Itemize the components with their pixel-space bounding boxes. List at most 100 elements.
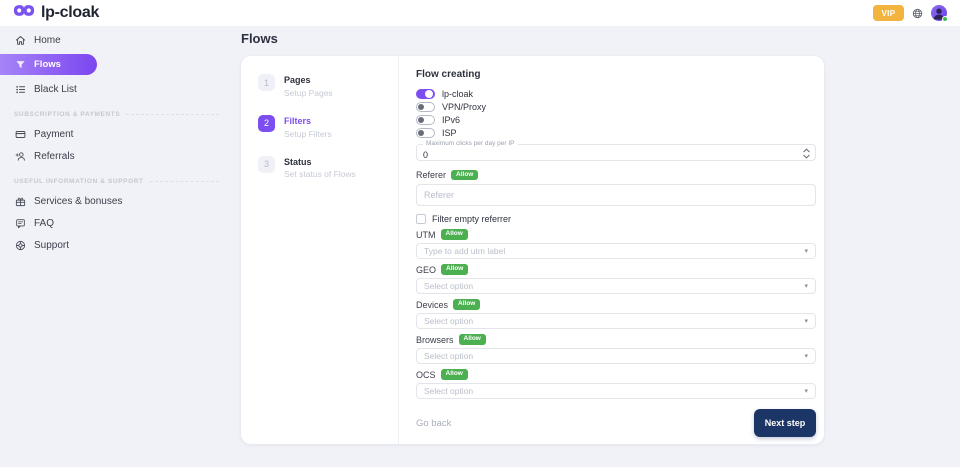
allow-badge[interactable]: Allow — [440, 229, 468, 240]
isp-toggle[interactable] — [416, 128, 435, 138]
toggle-knob — [425, 90, 433, 98]
toggle-row-lp-cloak[interactable]: lp-cloak — [416, 89, 816, 99]
toggle-knob — [418, 104, 424, 110]
form-actions: Go back Next step — [416, 409, 816, 437]
step-title: Status — [284, 156, 312, 167]
allow-badge[interactable]: Allow — [453, 299, 481, 310]
mask-logo-icon — [13, 4, 35, 22]
step-subtitle: Setup Filters — [284, 128, 332, 139]
blacklist-icon — [14, 84, 26, 95]
sidebar-item-payment[interactable]: Payment — [0, 126, 231, 142]
toggle-label: VPN/Proxy — [442, 102, 487, 112]
chevron-down-icon: ▾ — [804, 247, 808, 255]
sidebar-item-services-bonuses[interactable]: Services & bonuses — [0, 193, 231, 209]
avatar[interactable] — [931, 5, 948, 22]
browsers-label: Browsers — [416, 334, 454, 345]
sidebar-section-subscription: SUBSCRIPTION & PAYMENTS — [0, 111, 219, 118]
ocs-label-row: OCS Allow — [416, 369, 816, 380]
section-divider — [149, 181, 219, 182]
geo-label-row: GEO Allow — [416, 264, 816, 275]
allow-badge[interactable]: Allow — [451, 169, 479, 181]
max-clicks-input[interactable] — [417, 147, 815, 163]
section-title: SUBSCRIPTION & PAYMENTS — [14, 111, 121, 118]
toggle-knob — [418, 117, 424, 123]
max-clicks-label: Maximum clicks per day per IP — [423, 140, 518, 148]
step-number: 3 — [258, 155, 275, 173]
checkbox-label: Filter empty referrer — [432, 214, 512, 224]
select-placeholder: Select option — [424, 386, 474, 396]
sidebar-item-label: Flows — [34, 59, 61, 70]
chevron-down-icon: ▾ — [804, 352, 808, 360]
devices-select[interactable]: Select option ▾ — [416, 313, 816, 329]
select-placeholder: Select option — [424, 351, 474, 361]
step-subtitle: Set status of Flows — [284, 169, 356, 180]
allow-badge[interactable]: Allow — [458, 334, 486, 345]
section-divider — [126, 114, 219, 115]
sidebar-item-black-list[interactable]: Black List — [0, 81, 231, 97]
section-title: USEFUL INFORMATION & SUPPORT — [14, 178, 144, 185]
referer-input[interactable] — [416, 184, 816, 206]
ocs-label: OCS — [416, 369, 436, 380]
toggle-knob — [418, 130, 424, 136]
next-step-button[interactable]: Next step — [754, 409, 816, 437]
chevron-down-icon: ▾ — [804, 282, 808, 290]
filter-empty-referrer-checkbox-row[interactable]: Filter empty referrer — [416, 214, 816, 224]
toggle-row-vpn-proxy[interactable]: VPN/Proxy — [416, 102, 816, 112]
stepper: 1 Pages Setup Pages 2 Filters Setup Filt… — [241, 56, 399, 444]
sidebar-item-label: Black List — [34, 83, 77, 95]
sidebar-item-flows[interactable]: Flows — [0, 54, 97, 75]
faq-icon — [14, 218, 26, 229]
toggle-row-ipv6[interactable]: IPv6 — [416, 115, 816, 125]
geo-select[interactable]: Select option ▾ — [416, 278, 816, 294]
flow-creating-form: Flow creating lp-cloak VPN/Proxy IPv6 IS… — [399, 56, 824, 444]
sidebar-item-label: FAQ — [34, 217, 55, 229]
devices-label-row: Devices Allow — [416, 299, 816, 310]
step-subtitle: Setup Pages — [284, 87, 333, 98]
step-title: Filters — [284, 115, 312, 126]
flows-icon — [14, 59, 26, 70]
vip-button[interactable]: VIP — [873, 5, 904, 21]
vpn-proxy-toggle[interactable] — [416, 102, 435, 112]
sidebar-item-label: Home — [34, 34, 61, 46]
utm-select[interactable]: Type to add utm label ▾ — [416, 243, 816, 259]
browsers-select[interactable]: Select option ▾ — [416, 348, 816, 364]
step-number: 1 — [258, 74, 275, 91]
form-title: Flow creating — [416, 69, 481, 80]
toggle-label: IPv6 — [442, 115, 461, 125]
devices-label: Devices — [416, 299, 449, 310]
step-status[interactable]: 3 Status Set status of Flows — [258, 155, 398, 180]
sidebar-item-label: Referrals — [34, 150, 75, 162]
sidebar-item-label: Services & bonuses — [34, 195, 123, 207]
globe-icon[interactable] — [912, 8, 923, 19]
sidebar-item-home[interactable]: Home — [0, 32, 231, 48]
footer-strip — [0, 467, 960, 475]
utm-label: UTM — [416, 229, 436, 240]
utm-label-row: UTM Allow — [416, 229, 816, 240]
sidebar-item-referrals[interactable]: Referrals — [0, 148, 231, 164]
referer-label-row: Referer Allow — [416, 169, 816, 181]
go-back-button[interactable]: Go back — [416, 417, 452, 429]
step-title: Pages — [284, 75, 311, 85]
ipv6-toggle[interactable] — [416, 115, 435, 125]
number-stepper-icon[interactable] — [803, 147, 810, 160]
filter-empty-referrer-checkbox[interactable] — [416, 214, 426, 224]
lp-cloak-toggle[interactable] — [416, 89, 435, 99]
sidebar-item-support[interactable]: Support — [0, 237, 231, 253]
select-placeholder: Type to add utm label — [424, 246, 506, 256]
allow-badge[interactable]: Allow — [440, 369, 468, 380]
sidebar-item-label: Support — [34, 239, 70, 251]
chevron-down-icon: ▾ — [804, 387, 808, 395]
referer-label: Referer — [416, 170, 447, 180]
toggle-label: ISP — [442, 128, 457, 138]
select-placeholder: Select option — [424, 281, 474, 291]
topbar: lp-cloak VIP — [0, 0, 960, 26]
allow-badge[interactable]: Allow — [441, 264, 469, 275]
step-number: 2 — [258, 114, 275, 132]
step-filters[interactable]: 2 Filters Setup Filters — [258, 114, 398, 139]
logo[interactable]: lp-cloak — [13, 4, 99, 22]
sidebar-item-faq[interactable]: FAQ — [0, 215, 231, 231]
ocs-select[interactable]: Select option ▾ — [416, 383, 816, 399]
toggle-row-isp[interactable]: ISP — [416, 128, 816, 138]
geo-label: GEO — [416, 264, 437, 275]
step-pages[interactable]: 1 Pages Setup Pages — [258, 74, 398, 98]
